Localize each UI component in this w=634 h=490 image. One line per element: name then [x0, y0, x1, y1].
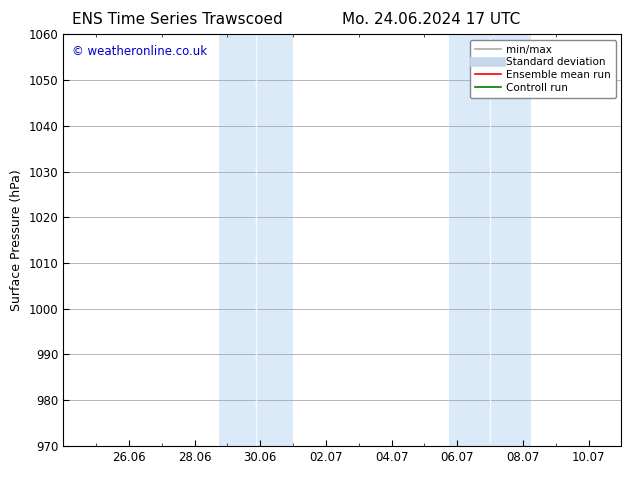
Bar — [449, 34, 531, 446]
Text: © weatheronline.co.uk: © weatheronline.co.uk — [72, 45, 207, 58]
Text: ENS Time Series Trawscoed: ENS Time Series Trawscoed — [72, 12, 283, 27]
Y-axis label: Surface Pressure (hPa): Surface Pressure (hPa) — [10, 169, 23, 311]
Text: Mo. 24.06.2024 17 UTC: Mo. 24.06.2024 17 UTC — [342, 12, 521, 27]
Bar — [219, 34, 293, 446]
Legend: min/max, Standard deviation, Ensemble mean run, Controll run: min/max, Standard deviation, Ensemble me… — [470, 40, 616, 98]
